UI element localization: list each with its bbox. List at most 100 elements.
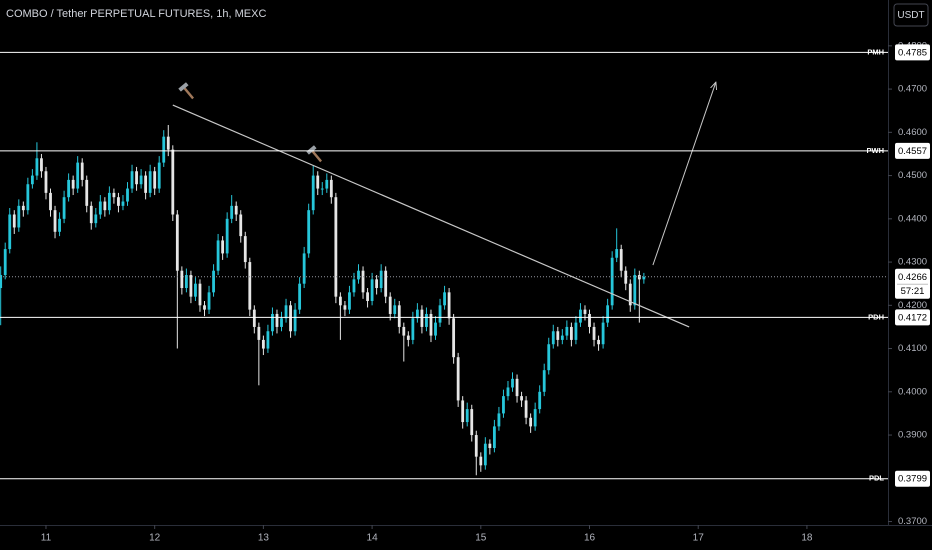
candle-body xyxy=(366,292,369,301)
currency-button-frame[interactable] xyxy=(893,3,929,27)
candle-body xyxy=(492,426,496,449)
hammer-icon xyxy=(306,145,322,163)
level-price-box xyxy=(895,142,930,159)
candle-body xyxy=(166,136,170,150)
candle-body xyxy=(438,305,442,323)
candle-body xyxy=(597,339,600,345)
candle-body xyxy=(94,214,98,224)
chart-title: COMBO / Tether PERPETUAL FUTURES, 1h, ME… xyxy=(6,8,266,20)
candle-body xyxy=(266,331,270,349)
candle-body xyxy=(207,292,211,310)
candle-body xyxy=(615,249,619,258)
candle-body xyxy=(194,283,197,297)
candle-body xyxy=(619,249,623,271)
x-tick-label: 17 xyxy=(693,533,705,544)
level-label: PDH xyxy=(868,312,884,321)
y-tick-label: 0.4000 xyxy=(898,386,927,397)
candle-body xyxy=(67,179,71,198)
candle-body xyxy=(271,313,274,332)
candle-body xyxy=(384,270,388,297)
y-tick-label: 0.4700 xyxy=(898,84,927,95)
currency-button[interactable]: USDT xyxy=(893,3,929,27)
candle-body xyxy=(239,214,243,237)
candle-body xyxy=(379,270,383,289)
candle-body xyxy=(307,210,311,254)
candle-body xyxy=(343,305,347,310)
candle-body xyxy=(153,171,157,189)
x-tick-label: 12 xyxy=(149,533,161,544)
hammer-icon xyxy=(178,82,194,100)
candle-body xyxy=(506,387,510,397)
x-tick-label: 16 xyxy=(584,533,596,544)
candle-body xyxy=(8,214,12,250)
candle-body xyxy=(144,175,148,193)
candle-body xyxy=(80,162,84,180)
candle-body xyxy=(221,240,225,254)
level-price: 0.4785 xyxy=(898,47,927,58)
candle-body xyxy=(302,253,306,284)
y-tick-label: 0.4600 xyxy=(898,127,927,138)
candle-body xyxy=(456,357,460,401)
candle-body xyxy=(148,171,152,193)
y-tick-label: 0.4300 xyxy=(898,257,927,268)
candle-body xyxy=(35,158,39,176)
candle-body xyxy=(21,205,25,211)
candle-body xyxy=(415,309,419,319)
candle-body xyxy=(579,309,582,323)
candle-body xyxy=(529,417,533,427)
candle-body xyxy=(103,201,107,211)
candle-body xyxy=(370,279,374,301)
candle-body xyxy=(0,275,3,289)
candle-body xyxy=(479,456,483,466)
candle-body xyxy=(434,322,437,336)
countdown: 57:21 xyxy=(901,286,925,297)
candle-body xyxy=(583,309,587,314)
candle-body xyxy=(162,136,166,163)
candle-body xyxy=(348,292,351,310)
candle-body xyxy=(538,391,542,410)
candle-body xyxy=(488,443,492,449)
candle-body xyxy=(452,318,456,358)
candle-body xyxy=(393,305,397,314)
level-price-box xyxy=(895,309,930,326)
projection-arrow xyxy=(652,82,716,266)
plot-area xyxy=(0,124,646,476)
candle-body xyxy=(98,201,102,215)
candle-body xyxy=(443,292,446,306)
candle-body xyxy=(447,292,451,319)
candle-body xyxy=(388,296,392,314)
candle-body xyxy=(230,205,234,219)
trendline xyxy=(172,104,690,328)
y-tick-label: 0.3900 xyxy=(898,430,927,441)
candle-body xyxy=(62,197,66,219)
last-price: 0.4266 xyxy=(898,272,927,283)
candle-body xyxy=(30,175,34,185)
candle-body xyxy=(175,214,179,271)
candle-body xyxy=(628,283,632,306)
candle-body xyxy=(497,413,501,427)
candle-body xyxy=(375,279,379,289)
candle-body xyxy=(49,192,52,211)
candle-body xyxy=(406,335,410,340)
currency-label[interactable]: USDT xyxy=(897,10,924,21)
candle-body xyxy=(135,171,138,185)
candle-body xyxy=(320,188,324,190)
candle-body xyxy=(542,370,546,392)
x-tick-label: 14 xyxy=(367,533,379,544)
candle-body xyxy=(461,400,465,423)
candle-body xyxy=(212,270,215,293)
y-tick-label: 0.3700 xyxy=(898,516,927,527)
candle-body xyxy=(40,158,43,172)
candle-body xyxy=(560,335,564,340)
candle-body xyxy=(311,175,315,211)
candle-body xyxy=(243,236,247,263)
candle-body xyxy=(547,344,551,371)
candle-body xyxy=(642,276,646,280)
candle-body xyxy=(429,313,433,336)
candle-body xyxy=(53,210,57,232)
x-tick-label: 13 xyxy=(258,533,270,544)
candle-body xyxy=(402,326,406,336)
candle-body xyxy=(470,409,474,436)
candle-body xyxy=(171,149,175,215)
